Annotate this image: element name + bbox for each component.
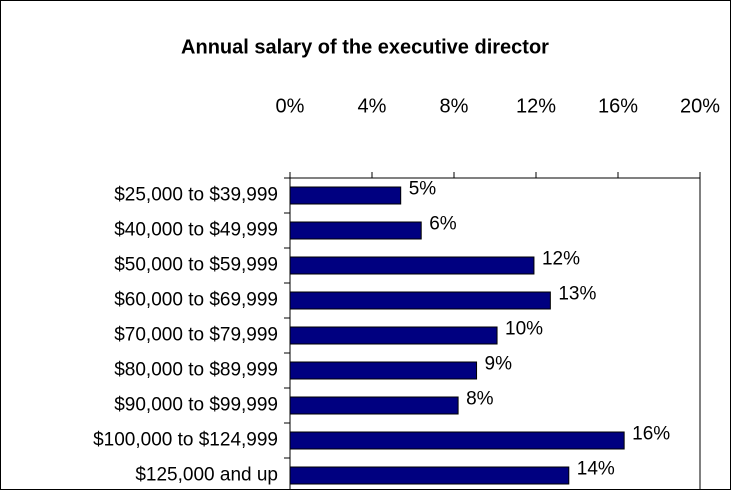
bar <box>289 326 498 345</box>
bar <box>289 396 459 415</box>
data-label: 16% <box>632 424 670 445</box>
x-tick-label: 12% <box>516 95 556 117</box>
chart-title: Annual salary of the executive director <box>181 36 549 58</box>
bar <box>289 361 478 380</box>
data-label: 12% <box>542 249 580 270</box>
bar <box>289 431 625 450</box>
y-tick-label: $50,000 to $59,999 <box>114 255 278 276</box>
bar <box>289 256 535 275</box>
data-label: 13% <box>558 284 596 305</box>
bar <box>289 466 570 485</box>
y-tick-label: $70,000 to $79,999 <box>114 325 278 346</box>
x-tick-label: 8% <box>440 95 469 117</box>
y-tick-label: $125,000 and up <box>135 465 278 486</box>
bar <box>289 221 422 240</box>
data-label: 10% <box>505 319 543 340</box>
y-tick-label: $80,000 to $89,999 <box>114 360 278 381</box>
x-tick-label: 20% <box>680 95 720 117</box>
bar <box>289 291 551 310</box>
data-label: 9% <box>485 354 513 375</box>
x-tick-label: 0% <box>276 95 305 117</box>
x-tick-label: 4% <box>358 95 387 117</box>
y-tick-label: $60,000 to $69,999 <box>114 290 278 311</box>
data-label: 5% <box>409 179 437 200</box>
data-label: 8% <box>466 389 494 410</box>
x-tick-label: 16% <box>598 95 638 117</box>
y-tick-label: $90,000 to $99,999 <box>114 395 278 416</box>
data-label: 6% <box>429 214 457 235</box>
y-tick-label: $100,000 to $124,999 <box>93 430 278 451</box>
y-tick-label: $40,000 to $49,999 <box>114 220 278 241</box>
y-tick-label: $25,000 to $39,999 <box>114 185 278 206</box>
bar <box>289 186 402 205</box>
data-label: 14% <box>577 459 615 480</box>
